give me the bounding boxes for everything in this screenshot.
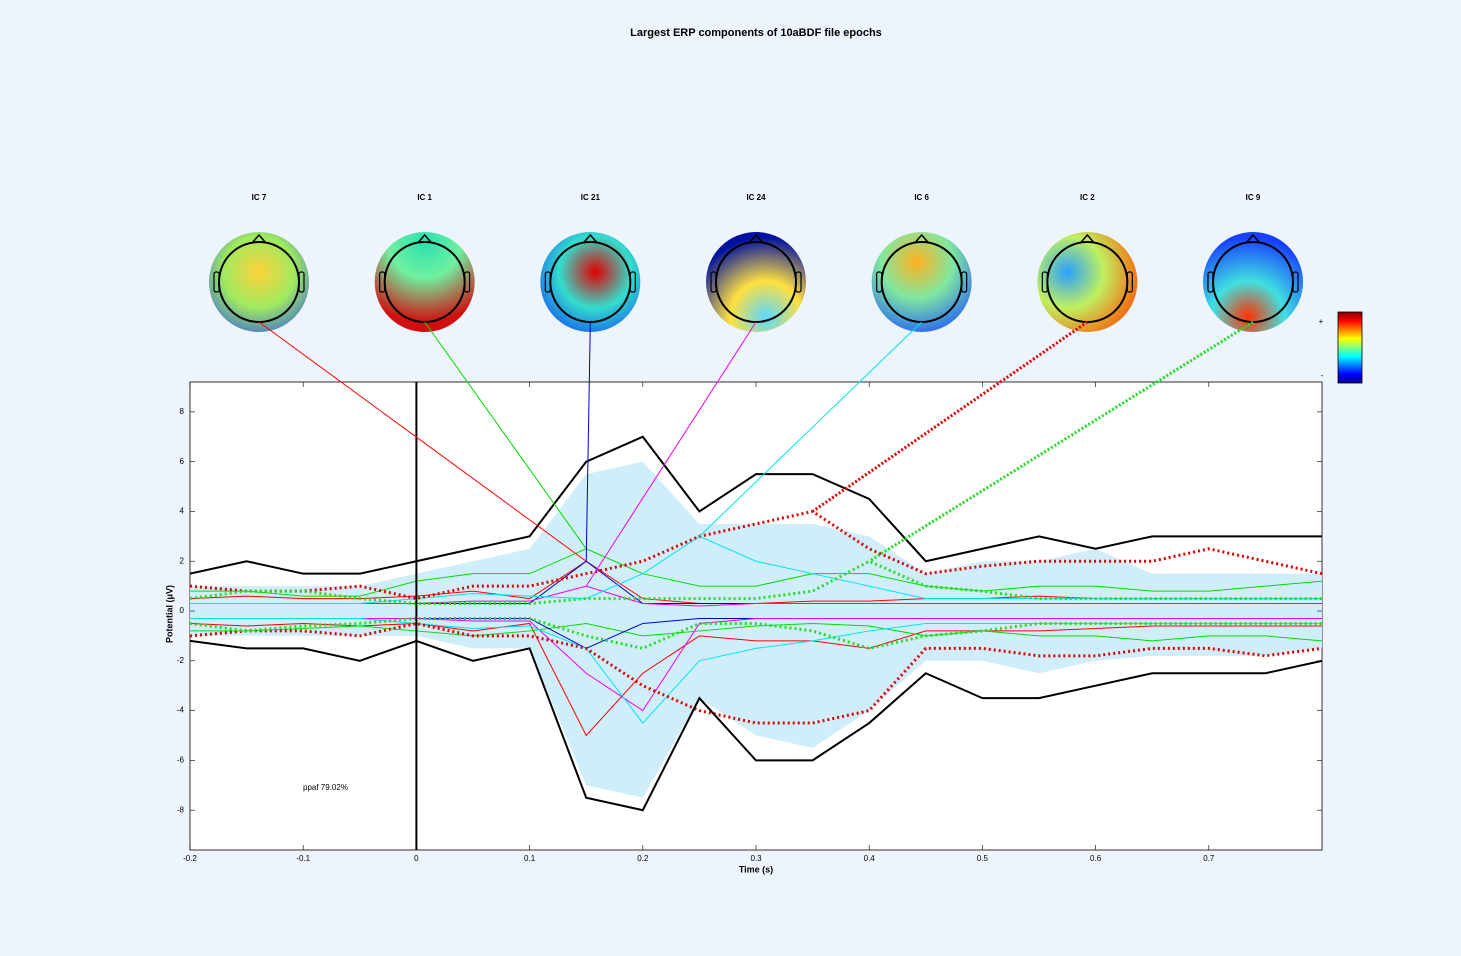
- component-envelope: [190, 535, 1322, 605]
- y-axis-label: Potential (μV): [164, 585, 174, 643]
- topomaps: IC 7 IC 1 IC 21 IC 24 IC 6 IC 2 IC 9: [209, 193, 1303, 332]
- component-envelope: [190, 548, 1322, 597]
- head-nose: [1079, 233, 1095, 244]
- title: Largest ERP components of 10aBDF file ep…: [630, 27, 882, 39]
- x-tick-label: 0.2: [637, 854, 649, 863]
- colorbar-plus: +: [1319, 317, 1324, 326]
- y-tick-label: -4: [177, 706, 185, 715]
- head-ear: [710, 271, 717, 293]
- head-ear: [1041, 271, 1048, 293]
- component-label: IC 6: [914, 193, 929, 202]
- component-label: IC 24: [746, 193, 766, 202]
- y-tick-label: -6: [177, 755, 185, 764]
- plot-layer: [190, 435, 1322, 812]
- topomap: [209, 232, 309, 332]
- head-nose: [417, 233, 433, 244]
- topomap: [540, 232, 641, 332]
- colorbar-minus: -: [1321, 371, 1324, 380]
- y-tick-label: 4: [180, 507, 185, 516]
- component-connector: [585, 321, 757, 587]
- component-envelope: [190, 622, 1322, 737]
- y-tick-label: 0: [180, 606, 185, 615]
- head-nose: [251, 233, 267, 244]
- head-ear: [464, 271, 471, 293]
- component-envelope: [190, 617, 1322, 712]
- head-nose: [1245, 233, 1261, 244]
- head-ear: [544, 271, 551, 293]
- component-label: IC 2: [1080, 193, 1095, 202]
- head-ear: [298, 271, 305, 293]
- x-tick-label: 0.3: [750, 854, 762, 863]
- component-connector: [699, 321, 923, 537]
- component-envelope: [190, 585, 1322, 607]
- head-ear: [795, 271, 802, 293]
- data-envelope: [190, 639, 1322, 812]
- x-tick-label: 0: [414, 854, 419, 863]
- component-sum-area: [190, 461, 1322, 798]
- y-tick-label: 2: [180, 556, 185, 565]
- head-nose: [582, 233, 598, 244]
- topomap: [1203, 232, 1303, 332]
- data-envelope: [190, 435, 1322, 575]
- y-tick-label: -8: [177, 805, 185, 814]
- head-ear: [1126, 271, 1133, 293]
- head-nose: [914, 233, 930, 244]
- x-tick-label: 0.1: [524, 854, 536, 863]
- x-tick-label: 0.4: [864, 854, 876, 863]
- x-tick-label: 0.5: [977, 854, 989, 863]
- head-ear: [961, 271, 968, 293]
- head-nose: [748, 233, 764, 244]
- component-connector: [258, 321, 587, 562]
- y-tick-label: -2: [177, 656, 185, 665]
- head-ear: [1207, 271, 1214, 293]
- topomap: [871, 232, 972, 332]
- component-connector: [424, 321, 587, 550]
- head-ear: [1292, 271, 1299, 293]
- component-envelope: [190, 621, 1322, 725]
- y-tick-label: 8: [180, 407, 185, 416]
- topomap: [374, 232, 475, 332]
- annotation: ppaf 79.02%: [303, 783, 348, 792]
- y-tick-label: 6: [180, 457, 185, 466]
- component-envelope: [190, 622, 1322, 642]
- component-connector: [868, 320, 1254, 563]
- x-tick-label: 0.6: [1090, 854, 1102, 863]
- colorbar: [1337, 311, 1363, 384]
- component-label: IC 9: [1246, 193, 1261, 202]
- component-label: IC 7: [252, 193, 267, 202]
- head-ear: [213, 271, 220, 293]
- x-tick-label: -0.1: [296, 854, 310, 863]
- topomap: [1037, 232, 1138, 332]
- head-ear: [629, 271, 636, 293]
- component-envelope: [190, 617, 1322, 724]
- component-label: IC 1: [417, 193, 432, 202]
- x-tick-label: 0.7: [1203, 854, 1215, 863]
- x-axis-label: Time (s): [739, 864, 773, 874]
- component-connector: [585, 321, 591, 562]
- head-ear: [876, 271, 883, 293]
- topomap: [706, 232, 806, 332]
- head-ear: [379, 271, 386, 293]
- x-tick-label: -0.2: [183, 854, 197, 863]
- component-envelope: [190, 616, 1322, 650]
- component-label: IC 21: [581, 193, 601, 202]
